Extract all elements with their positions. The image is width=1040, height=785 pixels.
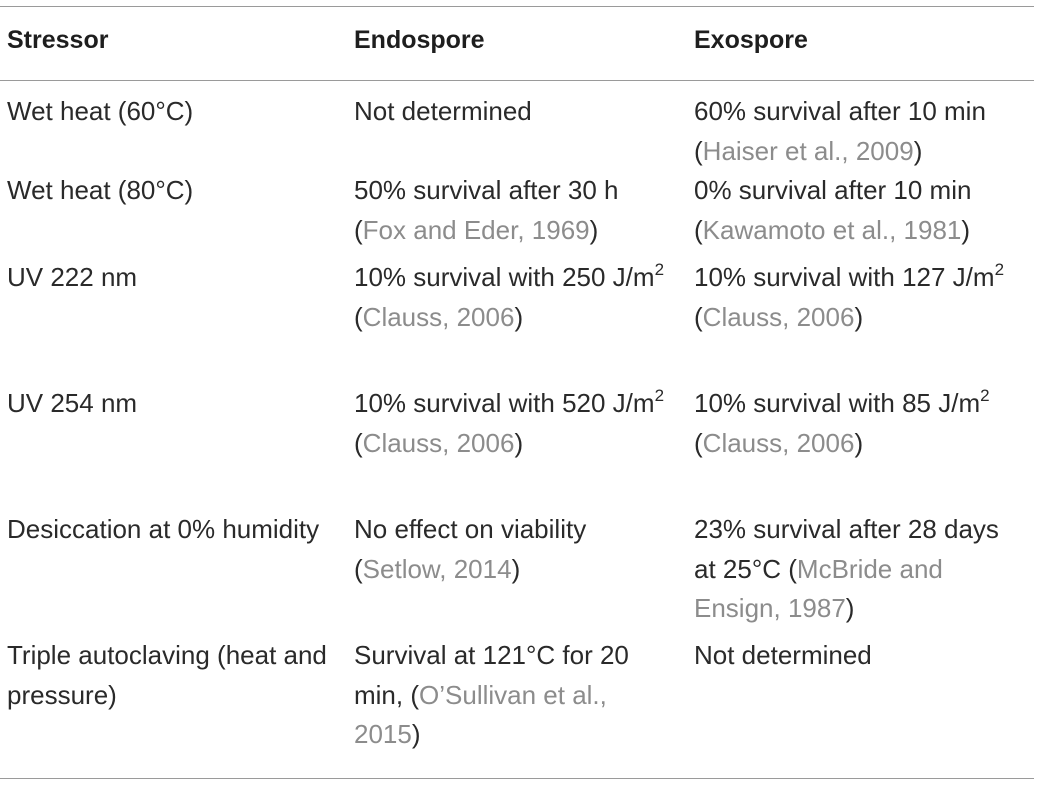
header-exospore: Exospore — [694, 25, 808, 54]
table-row: Desiccation at 0% humidity No effect on v… — [0, 510, 1034, 636]
endospore-finding: 10% survival with 520 J/m — [354, 388, 655, 418]
header-endospore: Endospore — [354, 25, 485, 54]
citation-close: ) — [845, 593, 855, 623]
header-row: Stressor Endospore Exospore — [0, 0, 1034, 80]
unit-exponent: 2 — [980, 386, 990, 405]
endospore-finding: 50% survival after 30 h — [354, 175, 619, 205]
exospore-finding: 10% survival with 85 J/m — [694, 388, 981, 418]
citation-link[interactable]: Haiser et al., 2009 — [702, 135, 914, 166]
exospore-cell: Not determined — [687, 636, 1034, 755]
stressor-cell: Triple autoclaving (heat and pressure) — [7, 640, 327, 710]
exospore-cell: 0% survival after 10 min (Kawamoto et al… — [694, 175, 972, 245]
exospore-cell: 23% survival after 28 days at 25°C (McBr… — [694, 514, 999, 624]
table-row: UV 222 nm 10% survival with 250 J/m2 (Cla… — [0, 258, 1034, 384]
stressor-cell: Desiccation at 0% humidity — [7, 514, 320, 544]
endospore-cell: 50% survival after 30 h (Fox and Eder, 1… — [354, 175, 619, 245]
exospore-finding: Not determined — [694, 640, 872, 670]
exospore-finding: 0% survival after 10 min — [694, 175, 972, 205]
citation-link[interactable]: Clauss, 2006 — [702, 427, 855, 458]
citation-link[interactable]: McBride and Ensign, 1987 — [694, 553, 943, 624]
stressor-cell: UV 222 nm — [7, 262, 138, 292]
endospore-finding: Survival at 121°C for 20 min, — [354, 640, 629, 710]
table-row: Wet heat (60°C) Not determined 60% surviva… — [0, 80, 1034, 171]
citation-close: ) — [514, 427, 524, 458]
table-top-rule — [0, 6, 1034, 7]
citation-close: ) — [854, 301, 864, 332]
unit-exponent: 2 — [654, 260, 665, 279]
header-stressor: Stressor — [7, 25, 109, 54]
endospore-cell: Not determined — [347, 80, 687, 171]
exospore-finding: 10% survival with 127 J/m — [694, 262, 995, 292]
data-table: Stressor Endospore Exospore Wet heat (60… — [0, 0, 1034, 755]
stressor-cell: Wet heat (60°C) — [7, 96, 194, 126]
exospore-cell: 10% survival with 85 J/m2 (Clauss, 2006) — [694, 386, 990, 458]
citation-close: ) — [411, 719, 421, 749]
unit-exponent: 2 — [994, 260, 1005, 279]
citation-close: ) — [854, 427, 864, 458]
citation-close: ) — [913, 135, 923, 166]
endospore-cell: No effect on viability (Setlow, 2014) — [354, 514, 587, 584]
exospore-finding: 60% survival after 10 min — [694, 96, 986, 126]
endospore-finding: No effect on viability — [354, 514, 587, 544]
citation-link[interactable]: Clauss, 2006 — [702, 301, 855, 332]
citation-link[interactable]: Kawamoto et al., 1981 — [702, 214, 962, 245]
citation-close: ) — [961, 214, 971, 245]
endospore-finding: Not determined — [354, 96, 532, 126]
exospore-cell: 10% survival with 127 J/m2 (Clauss, 2006… — [694, 260, 1005, 332]
header-divider-rule — [0, 80, 1034, 81]
endospore-cell: 10% survival with 520 J/m2 (Clauss, 2006… — [354, 386, 665, 458]
endospore-cell: 10% survival with 250 J/m2 (Clauss, 2006… — [354, 260, 665, 332]
endospore-finding: 10% survival with 250 J/m — [354, 262, 655, 292]
table-row: Wet heat (80°C) 50% survival after 30 h (… — [0, 171, 1034, 258]
table-row: Triple autoclaving (heat and pressure) Su… — [0, 636, 1034, 755]
citation-link[interactable]: Fox and Eder, 1969 — [362, 214, 590, 245]
stressor-cell: UV 254 nm — [7, 388, 138, 418]
table-bottom-rule — [0, 778, 1034, 779]
citation-link[interactable]: Clauss, 2006 — [362, 301, 515, 332]
exospore-finding: 23% survival after 28 days at 25°C — [694, 514, 999, 584]
citation-close: ) — [511, 553, 521, 584]
citation-close: ) — [589, 214, 599, 245]
citation-link[interactable]: Setlow, 2014 — [362, 553, 512, 584]
exospore-cell: 60% survival after 10 min (Haiser et al.… — [694, 96, 986, 166]
table-row: UV 254 nm 10% survival with 520 J/m2 (Cla… — [0, 384, 1034, 510]
endospore-cell: Survival at 121°C for 20 min, (O’Sulliva… — [354, 640, 629, 750]
stressor-cell: Wet heat (80°C) — [7, 175, 194, 205]
citation-close: ) — [514, 301, 524, 332]
citation-link[interactable]: Clauss, 2006 — [362, 427, 515, 458]
unit-exponent: 2 — [654, 386, 665, 405]
citation-link[interactable]: O’Sullivan et al., 2015 — [354, 679, 607, 750]
